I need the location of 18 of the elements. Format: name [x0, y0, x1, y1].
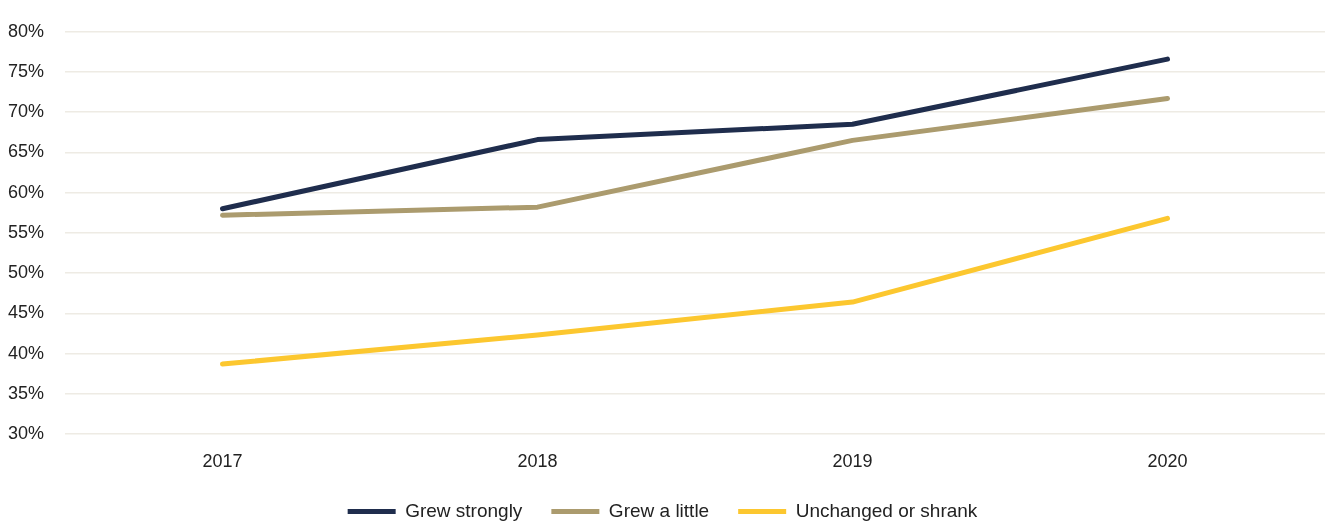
x-tick-label: 2020 [1147, 450, 1188, 471]
y-tick-label: 30% [7, 422, 44, 443]
legend-label: Grew a little [608, 499, 710, 521]
y-tick-label: 65% [7, 141, 44, 162]
y-tick-label: 55% [7, 221, 44, 242]
y-tick-label: 60% [7, 181, 44, 202]
y-tick-label: 50% [7, 262, 44, 283]
y-tick-label: 80% [7, 20, 44, 41]
legend-label: Unchanged or shrank [795, 499, 978, 521]
y-tick-label: 75% [7, 60, 44, 81]
y-tick-label: 70% [7, 101, 44, 122]
y-tick-label: 45% [7, 302, 44, 323]
y-tick-label: 35% [7, 382, 44, 403]
x-tick-label: 2017 [202, 450, 243, 471]
x-tick-label: 2019 [832, 450, 873, 471]
legend-label: Grew strongly [405, 499, 523, 521]
x-tick-label: 2018 [517, 450, 558, 471]
y-tick-label: 40% [7, 342, 44, 363]
